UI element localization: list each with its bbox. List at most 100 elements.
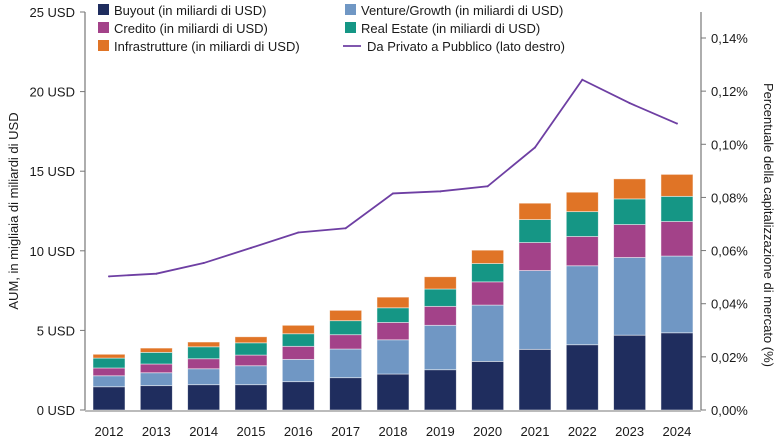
x-tick-label: 2024 xyxy=(662,424,691,439)
bar-segment xyxy=(518,219,552,243)
y-tick-label: 0 USD xyxy=(37,403,75,418)
bar-segment xyxy=(565,344,599,411)
bar-segment xyxy=(281,345,315,360)
y2-tick-label: 0,00% xyxy=(711,403,748,418)
bar-segment xyxy=(376,339,410,375)
y-tick-label: 20 USD xyxy=(29,85,75,100)
bar-segment xyxy=(329,348,363,379)
bar-segment xyxy=(92,386,126,411)
y2-tick-label: 0,04% xyxy=(711,297,748,312)
bar-segment xyxy=(660,332,694,411)
bar-segment xyxy=(92,357,126,369)
bar-segment xyxy=(565,265,599,346)
bars-group xyxy=(92,173,694,411)
y2-tick-label: 0,08% xyxy=(711,190,748,205)
bar-segment xyxy=(376,322,410,341)
axes-group: 2012 2013 2014 2015 2016 2017 2018 2019 2020 2021… xyxy=(29,5,748,439)
bar-segment xyxy=(139,363,173,374)
x-tick-label: 2018 xyxy=(379,424,408,439)
x-tick-label: 2015 xyxy=(237,424,266,439)
bar-segment xyxy=(234,336,268,344)
bar-segment xyxy=(329,334,363,350)
bar-segment xyxy=(376,307,410,323)
bar-segment xyxy=(423,288,457,307)
legend-label: Real Estate (in miliardi di USD) xyxy=(361,21,540,36)
bar-segment xyxy=(281,333,315,347)
bar-segment xyxy=(139,372,173,387)
y-tick-label: 25 USD xyxy=(29,5,75,20)
legend-swatch xyxy=(98,4,109,15)
bar-segment xyxy=(613,334,647,411)
x-tick-label: 2022 xyxy=(568,424,597,439)
bar-segment xyxy=(471,304,505,362)
y2-tick-label: 0,12% xyxy=(711,84,748,99)
x-tick-label: 2023 xyxy=(615,424,644,439)
bar-segment xyxy=(518,242,552,271)
bar-segment xyxy=(518,270,552,350)
bar-segment xyxy=(660,255,694,334)
y2-tick-label: 0,06% xyxy=(711,244,748,259)
x-tick-label: 2019 xyxy=(426,424,455,439)
bar-segment xyxy=(187,384,221,411)
line-point xyxy=(581,78,584,81)
bar-segment xyxy=(565,236,599,267)
bar-segment xyxy=(376,296,410,309)
bar-segment xyxy=(281,324,315,335)
bar-segment xyxy=(660,221,694,257)
y-tick-label: 10 USD xyxy=(29,244,75,259)
line-point xyxy=(486,185,489,188)
legend-label: Buyout (in miliardi di USD) xyxy=(114,3,266,18)
bar-segment xyxy=(92,375,126,388)
legend-swatch xyxy=(345,22,356,33)
y2-tick-label: 0,14% xyxy=(711,31,748,46)
legend: Buyout (in miliardi di USD) Venture/Growt… xyxy=(98,3,565,54)
bar-segment xyxy=(565,191,599,213)
x-tick-label: 2012 xyxy=(95,424,124,439)
bar-segment xyxy=(565,211,599,237)
line-point xyxy=(297,231,300,234)
legend-label: Credito (in miliardi di USD) xyxy=(114,21,268,36)
x-tick-label: 2021 xyxy=(521,424,550,439)
bar-segment xyxy=(139,351,173,365)
bar-segment xyxy=(471,263,505,283)
bar-segment xyxy=(518,202,552,220)
bar-segment xyxy=(187,346,221,360)
x-tick-label: 2020 xyxy=(473,424,502,439)
bar-segment xyxy=(423,324,457,371)
line-point xyxy=(628,102,631,105)
bar-segment xyxy=(423,305,457,326)
x-tick-label: 2013 xyxy=(142,424,171,439)
line-group xyxy=(108,78,678,278)
y2-axis-label: Percentuale della capitalizzazione di me… xyxy=(761,83,776,367)
bar-segment xyxy=(234,384,268,411)
bar-segment xyxy=(281,381,315,411)
bar-segment xyxy=(92,367,126,377)
bar-segment xyxy=(329,377,363,411)
legend-label: Venture/Growth (in miliardi di USD) xyxy=(361,3,563,18)
bar-segment xyxy=(423,276,457,290)
bar-segment xyxy=(329,320,363,336)
legend-label: Infrastrutture (in miliardi di USD) xyxy=(114,39,300,54)
bar-segment xyxy=(234,354,268,367)
line-point xyxy=(533,146,536,149)
bar-segment xyxy=(471,249,505,264)
bar-segment xyxy=(139,385,173,411)
bar-segment xyxy=(234,365,268,386)
x-tick-label: 2017 xyxy=(331,424,360,439)
line-point xyxy=(108,275,110,278)
y-tick-label: 15 USD xyxy=(29,164,75,179)
bar-segment xyxy=(471,281,505,306)
y-tick-label: 5 USD xyxy=(37,323,75,338)
bar-segment xyxy=(660,195,694,222)
line-point xyxy=(675,122,678,125)
y-axis-label: AUM, in migliaia di miliardi di USD xyxy=(6,112,21,309)
line-point xyxy=(439,190,442,193)
y2-tick-label: 0,10% xyxy=(711,137,748,152)
line-point xyxy=(391,192,394,195)
bar-segment xyxy=(281,358,315,383)
bar-segment xyxy=(613,198,647,225)
x-tick-label: 2016 xyxy=(284,424,313,439)
bar-segment xyxy=(92,353,126,359)
line-point xyxy=(155,272,158,275)
